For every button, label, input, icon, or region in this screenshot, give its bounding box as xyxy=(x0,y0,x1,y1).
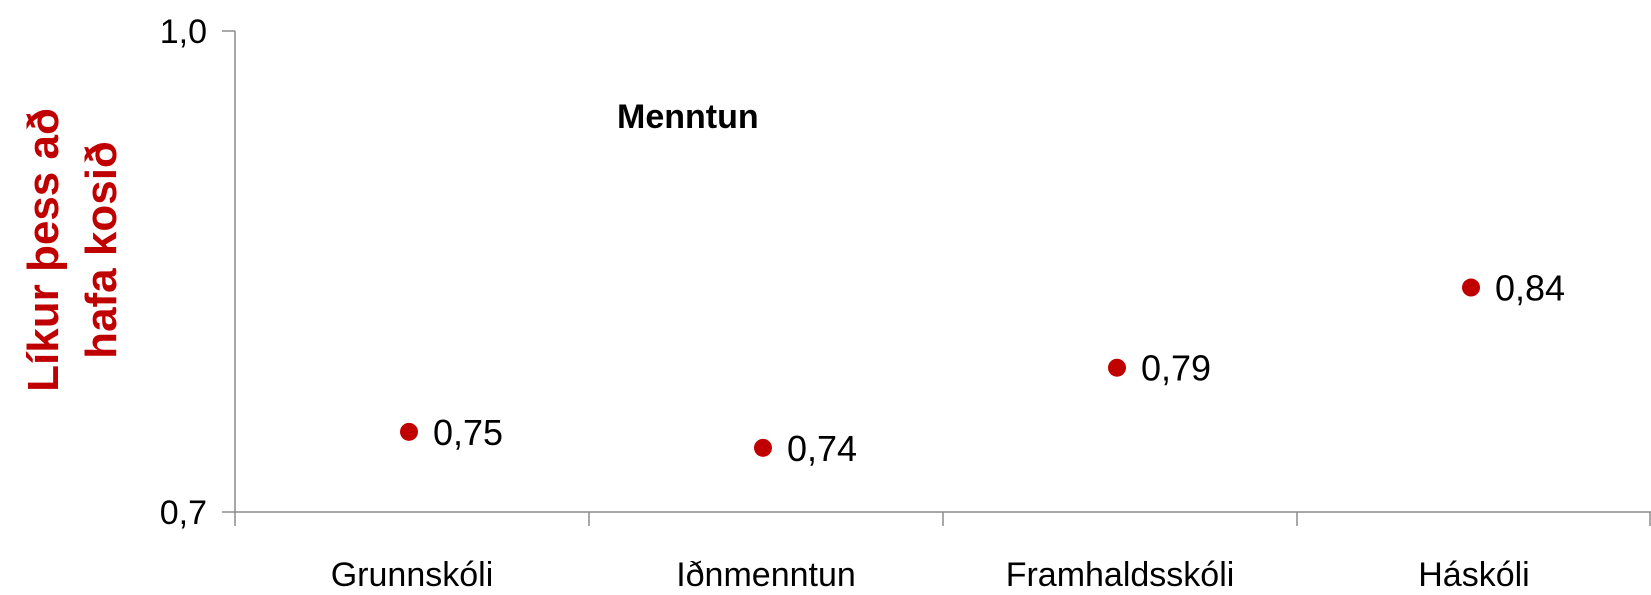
data-point xyxy=(754,438,772,457)
x-category-label: Framhaldsskóli xyxy=(1006,556,1235,594)
x-category-label: Iðnmenntun xyxy=(676,556,856,594)
y-axis-title: Líkur þess að hafa kosið xyxy=(19,108,126,392)
y-tick-label: 0,7 xyxy=(160,494,207,532)
data-label: 0,75 xyxy=(433,412,503,453)
data-point xyxy=(1108,358,1126,377)
x-category-label: Háskóli xyxy=(1418,556,1529,594)
chart-title: Menntun xyxy=(617,98,759,136)
data-points: 0,75 0,74 0,79 0,84 xyxy=(400,268,1565,469)
data-label: 0,74 xyxy=(787,428,857,469)
data-label: 0,79 xyxy=(1141,348,1211,389)
y-axis: 1,0 0,7 xyxy=(160,13,236,532)
y-tick-label: 1,0 xyxy=(160,13,207,51)
y-axis-title-line: Líkur þess að xyxy=(19,108,68,392)
y-axis-title-line: hafa kosið xyxy=(77,141,126,359)
data-point xyxy=(1462,278,1480,297)
x-axis: Grunnskóli Iðnmenntun Framhaldsskóli Háskól… xyxy=(234,511,1651,594)
x-category-label: Grunnskóli xyxy=(331,556,494,594)
data-label: 0,84 xyxy=(1495,268,1565,309)
data-point xyxy=(400,422,418,441)
